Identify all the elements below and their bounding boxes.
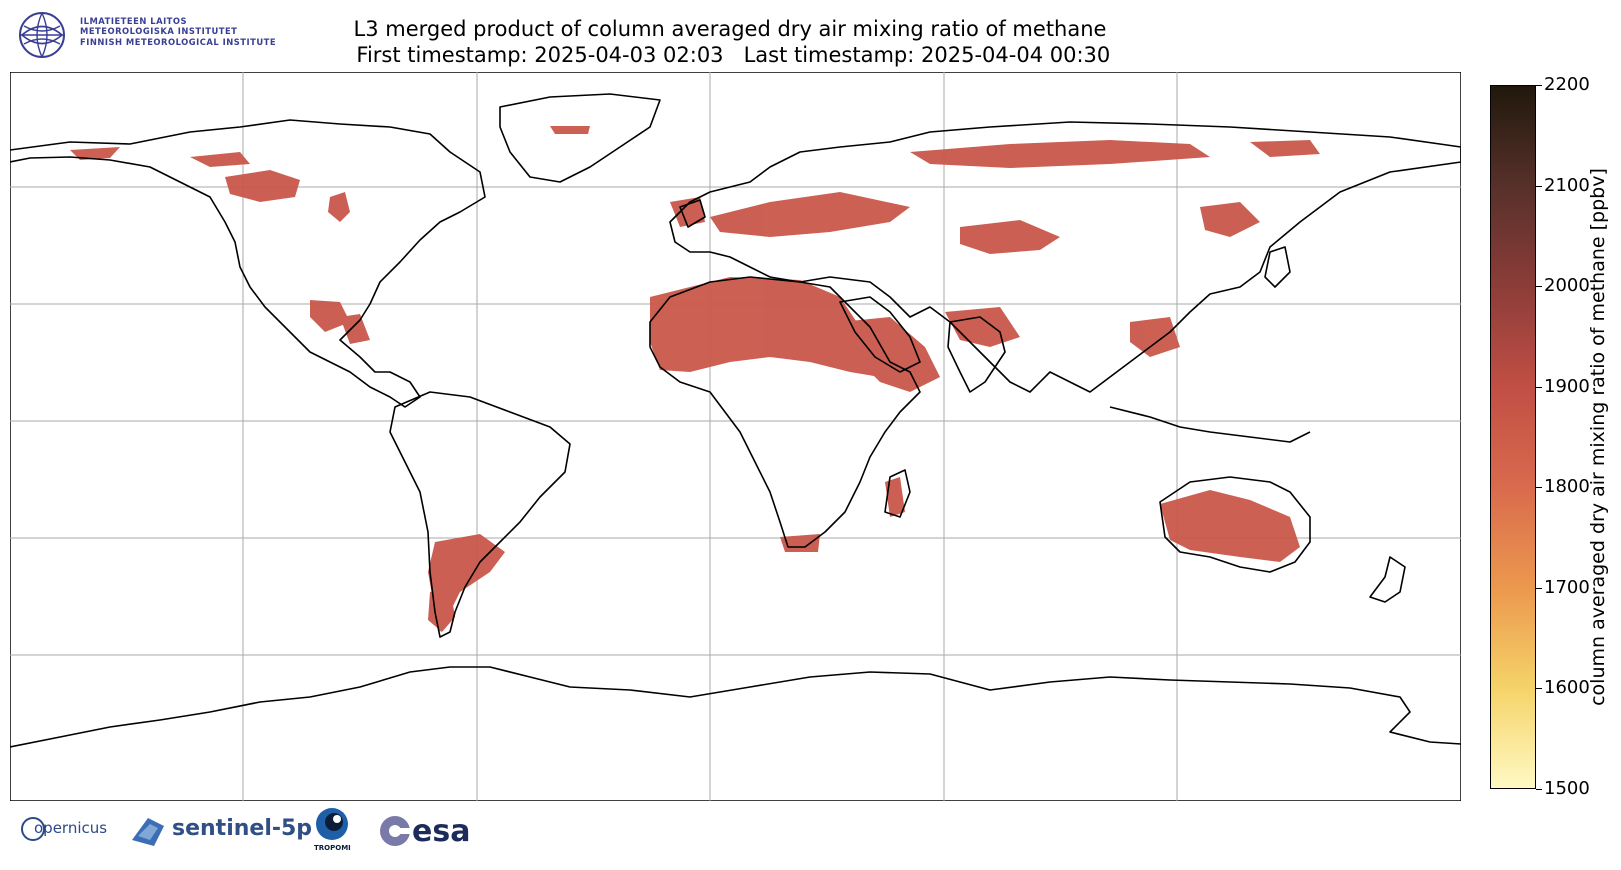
fmi-name-line-fi: ILMATIETEEN LAITOS bbox=[80, 16, 188, 26]
colorbar-tick-mark bbox=[1536, 789, 1542, 790]
colorbar-tick-label: 2200 bbox=[1544, 74, 1590, 95]
map-subtitle: First timestamp: 2025-04-03 02:03 Last t… bbox=[349, 43, 1111, 67]
colorbar-tick-mark bbox=[1536, 386, 1542, 388]
colorbar-tick-mark bbox=[1536, 85, 1542, 86]
colorbar-tick-label: 1700 bbox=[1544, 576, 1590, 598]
fmi-name: ILMATIETEEN LAITOS METEOROLOGISKA INSTIT… bbox=[80, 16, 276, 47]
map-title: L3 merged product of column averaged dry… bbox=[353, 17, 1107, 41]
colorbar-tick-label: 1600 bbox=[1544, 677, 1590, 699]
colorbar-label: column averaged dry air mixing ratio of … bbox=[1587, 168, 1609, 706]
coastlines bbox=[10, 93, 1461, 748]
colorbar-tick-label: 1800 bbox=[1544, 476, 1590, 498]
colorbar-tick-label: 1500 bbox=[1544, 778, 1590, 799]
fmi-name-line-sv: METEOROLOGISKA INSTITUTET bbox=[80, 26, 238, 37]
colorbar-tick-label: 2100 bbox=[1544, 174, 1590, 196]
fmi-globe-icon bbox=[19, 12, 65, 58]
esa-text: esa bbox=[412, 814, 471, 849]
colorbar-tick-mark bbox=[1536, 688, 1542, 690]
colorbar-tick-mark bbox=[1536, 487, 1542, 489]
footer-logos: opernicus sentinel-5p TROPOMI esa bbox=[20, 808, 500, 862]
fmi-name-line-en: FINNISH METEOROLOGICAL INSTITUTE bbox=[80, 36, 277, 47]
colorbar-tick-mark bbox=[1536, 587, 1542, 589]
esa-icon bbox=[380, 816, 410, 846]
colorbar bbox=[1490, 85, 1536, 789]
colorbar-tick-label: 2000 bbox=[1544, 275, 1590, 297]
map-title-block: L3 merged product of column averaged dry… bbox=[300, 16, 1160, 68]
satellite-icon bbox=[132, 818, 164, 846]
world-map bbox=[10, 72, 1461, 801]
copernicus-icon bbox=[21, 817, 45, 841]
copernicus-text: opernicus bbox=[34, 819, 108, 837]
sentinel-text: sentinel-5p bbox=[172, 816, 313, 841]
colorbar-tick-mark bbox=[1536, 286, 1542, 288]
colorbar-tick-label: 1900 bbox=[1544, 375, 1590, 397]
tropomi-text: TROPOMI bbox=[314, 844, 351, 852]
tropomi-icon bbox=[316, 808, 348, 840]
colorbar-tick-mark bbox=[1536, 185, 1542, 187]
